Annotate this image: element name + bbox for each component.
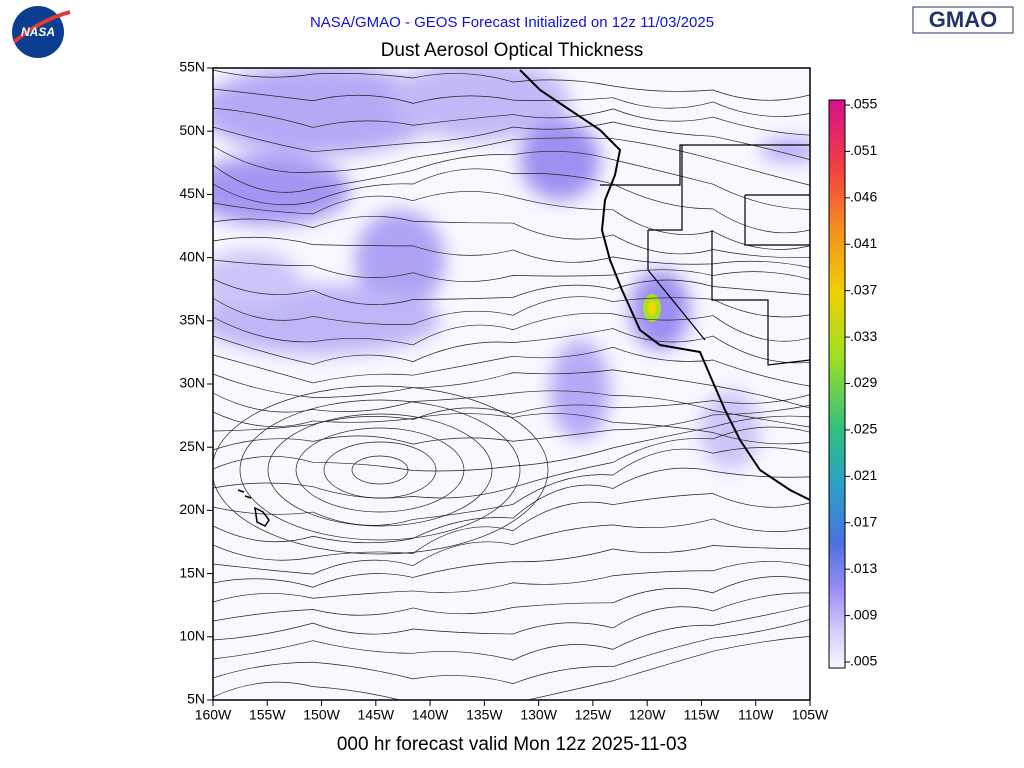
- nasa-logo-text: NASA: [21, 25, 55, 39]
- streamline: [213, 296, 810, 325]
- streamline-loop: [267, 413, 493, 527]
- streamline: [213, 168, 810, 234]
- streamline: [213, 121, 810, 161]
- streamline: [213, 259, 810, 282]
- chart-title: Dust Aerosol Optical Thickness: [381, 40, 644, 61]
- x-tick-label: 160W: [195, 707, 232, 723]
- y-tick-label: 35N: [179, 312, 205, 328]
- streamline: [213, 415, 810, 472]
- y-tick-label: 50N: [179, 122, 205, 138]
- nasa-logo: NASA: [12, 6, 71, 58]
- streamline: [213, 69, 810, 101]
- streamline: [213, 545, 810, 588]
- streamline: [213, 107, 810, 136]
- streamline: [213, 561, 810, 603]
- streamline-loop: [239, 399, 521, 541]
- colorbar-label: .017: [850, 513, 877, 529]
- y-tick-label: 15N: [179, 564, 205, 580]
- streamline: [213, 605, 810, 661]
- x-tick-label: 145W: [358, 707, 395, 723]
- colorbar-label: .021: [850, 467, 877, 483]
- colorbar-label: .051: [850, 142, 877, 158]
- streamline: [213, 447, 810, 526]
- colorbar-label: .037: [850, 281, 877, 297]
- streamline: [213, 394, 810, 432]
- streamline: [213, 191, 810, 250]
- streamline: [213, 636, 810, 700]
- colorbar-label: .025: [850, 421, 877, 437]
- streamline: [213, 404, 810, 451]
- x-tick-label: 130W: [520, 707, 557, 723]
- streamline-loop: [295, 427, 465, 513]
- y-tick-label: 30N: [179, 375, 205, 391]
- x-tick-label: 120W: [629, 707, 666, 723]
- colorbar-label: .033: [850, 328, 877, 344]
- streamline: [213, 236, 810, 268]
- dust-field: [213, 68, 810, 470]
- streamlines: [213, 69, 810, 700]
- streamline: [213, 592, 810, 641]
- colorbar-label: .046: [850, 189, 877, 205]
- x-tick-label: 125W: [575, 707, 612, 723]
- streamline-loop: [213, 385, 549, 555]
- footer: 000 hr forecast valid Mon 12z 2025-11-03: [337, 734, 687, 755]
- x-tick-label: 155W: [249, 707, 286, 723]
- streamline: [213, 576, 810, 622]
- x-tick-label: 140W: [412, 707, 449, 723]
- streamline: [213, 312, 810, 346]
- streamline: [213, 88, 810, 117]
- y-tick-label: 45N: [179, 185, 205, 201]
- streamline-loop: [351, 455, 409, 485]
- x-tick-label: 110W: [738, 707, 774, 723]
- y-tick-label: 55N: [179, 59, 205, 75]
- header: NASA/GMAO - GEOS Forecast Initialized on…: [310, 14, 714, 31]
- x-tick-label: 105W: [792, 707, 829, 723]
- y-tick-label: 25N: [179, 438, 205, 454]
- y-tick-label: 20N: [179, 501, 205, 517]
- borders: [600, 144, 810, 366]
- streamline: [213, 411, 810, 445]
- colorbar-label: .009: [850, 606, 877, 622]
- streamline-loop: [323, 441, 437, 499]
- streamline: [213, 426, 810, 499]
- colorbar-label: .055: [850, 96, 877, 112]
- colorbar-label: .005: [850, 653, 877, 669]
- colorbar-label: .029: [850, 374, 877, 390]
- colorbar: [828, 99, 846, 669]
- x-tick-label: 150W: [303, 707, 340, 723]
- x-tick-label: 115W: [684, 707, 720, 723]
- colorbar-labels: .055 .051 .046 .041 .037 .033 .029 .025 .021 .017…: [845, 96, 877, 669]
- colorbar-label: .041: [850, 235, 877, 251]
- map-area: [213, 68, 810, 700]
- axes: 160W 155W 150W 145W 140W 135W 130W 125W 120W 115W…: [179, 59, 829, 723]
- streamline: [213, 493, 810, 561]
- streamline: [213, 137, 810, 186]
- x-tick-label: 135W: [466, 707, 503, 723]
- gmao-logo-text: GMAO: [929, 7, 997, 32]
- streamline: [213, 619, 810, 685]
- streamline: [213, 150, 810, 210]
- y-tick-label: 40N: [179, 248, 205, 264]
- streamline: [213, 346, 810, 387]
- colorbar-label: .013: [850, 560, 877, 576]
- streamline: [213, 369, 810, 409]
- streamline: [213, 518, 810, 575]
- dust-hotspot-core: [648, 301, 656, 315]
- streamline: [213, 467, 810, 544]
- y-tick-label: 5N: [187, 691, 205, 707]
- y-tick-label: 10N: [179, 628, 205, 644]
- streamline: [213, 278, 810, 305]
- gmao-logo-box: [912, 6, 1014, 34]
- hawaii: [237, 489, 270, 527]
- streamline: [213, 328, 810, 365]
- coastline: [519, 69, 810, 501]
- streamline: [213, 390, 810, 428]
- streamline: [213, 216, 810, 259]
